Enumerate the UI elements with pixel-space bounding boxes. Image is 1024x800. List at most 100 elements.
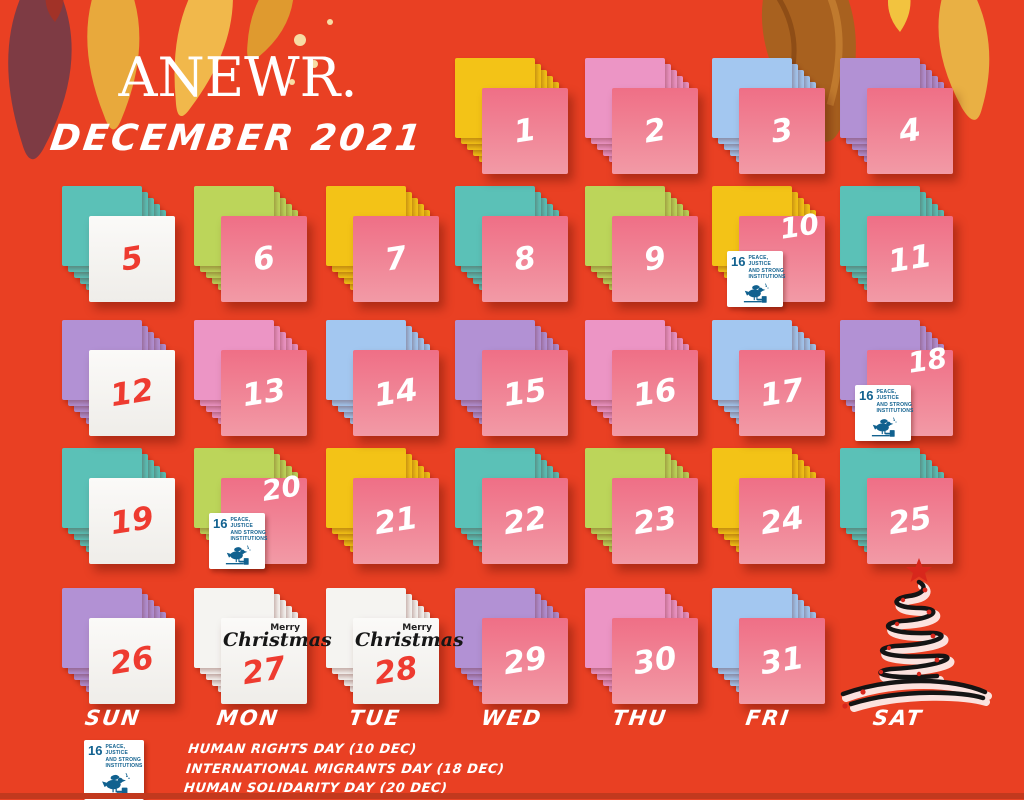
day-cell-15[interactable]: 15 [455, 320, 573, 442]
day-number: 30 [630, 639, 680, 683]
day-cell-6[interactable]: 6 [194, 186, 312, 308]
day-note-25[interactable]: 25 [867, 478, 953, 564]
day-note-22[interactable]: 22 [482, 478, 568, 564]
day-cell-10[interactable]: 10 16 PEACE, JUSTICE AND STRONG INSTITUTIONS [712, 186, 830, 308]
day-note-10[interactable]: 10 16 PEACE, JUSTICE AND STRONG INSTITUTIONS [727, 207, 825, 307]
day-cell-13[interactable]: 13 [194, 320, 312, 442]
day-note-8[interactable]: 8 [482, 216, 568, 302]
sdg16-label: PEACE, JUSTICE AND STRONG INSTITUTIONS [105, 744, 143, 769]
christmas-tree-icon [840, 558, 992, 712]
day-number: 4 [896, 111, 924, 151]
day-note-15[interactable]: 15 [482, 350, 568, 436]
day-note-29[interactable]: 29 [482, 618, 568, 704]
day-number: 3 [768, 111, 796, 151]
day-cell-5[interactable]: 5 [62, 186, 180, 308]
day-note-1[interactable]: 1 [482, 88, 568, 174]
day-note-21[interactable]: 21 [353, 478, 439, 564]
day-note-19[interactable]: 19 [89, 478, 175, 564]
day-cell-22[interactable]: 22 [455, 448, 573, 570]
day-number: 7 [382, 239, 410, 279]
day-number: 29 [500, 639, 550, 683]
day-note-2[interactable]: 2 [612, 88, 698, 174]
day-number: 8 [511, 239, 539, 279]
day-number: 6 [250, 239, 278, 279]
day-cell-25[interactable]: 25 [840, 448, 958, 570]
day-note-31[interactable]: 31 [739, 618, 825, 704]
day-cell-26[interactable]: 26 [62, 588, 180, 710]
day-cell-30[interactable]: 30 [585, 588, 703, 710]
day-number: 23 [630, 499, 680, 543]
sdg16-badge: 16 PEACE, JUSTICE AND STRONG INSTITUTIONS [209, 513, 267, 569]
day-number: 11 [885, 237, 935, 281]
day-cell-19[interactable]: 19 [62, 448, 180, 570]
legend-sdg-slot: 16 PEACE, JUSTICE AND STRONG INSTITUTIONS [84, 740, 144, 800]
day-cell-20[interactable]: 20 16 PEACE, JUSTICE AND STRONG INSTITUTIONS [194, 448, 312, 570]
day-cell-16[interactable]: 16 [585, 320, 703, 442]
day-note-11[interactable]: 11 [867, 216, 953, 302]
day-note-24[interactable]: 24 [739, 478, 825, 564]
day-note-30[interactable]: 30 [612, 618, 698, 704]
day-cell-28[interactable]: Merry Christmas 28 [326, 588, 464, 710]
day-note-16[interactable]: 16 [612, 350, 698, 436]
day-note-26[interactable]: 26 [89, 618, 175, 704]
weekday-label-thu: THU [610, 706, 670, 730]
day-number: 9 [641, 239, 669, 279]
day-cell-14[interactable]: 14 [326, 320, 444, 442]
day-note-6[interactable]: 6 [221, 216, 307, 302]
day-cell-4[interactable]: 4 [840, 58, 958, 180]
day-cell-9[interactable]: 9 [585, 186, 703, 308]
day-note-18[interactable]: 18 16 PEACE, JUSTICE AND STRONG INSTITUTIONS [855, 341, 953, 441]
day-note-4[interactable]: 4 [867, 88, 953, 174]
sdg16-number: 16 [731, 254, 746, 269]
sdg16-label: PEACE, JUSTICE AND STRONG INSTITUTIONS [230, 517, 268, 542]
sdg16-header: 16 PEACE, JUSTICE AND STRONG INSTITUTIONS [213, 517, 267, 542]
day-cell-2[interactable]: 2 [585, 58, 703, 180]
sdg16-number: 16 [859, 388, 874, 403]
day-note-12[interactable]: 12 [89, 350, 175, 436]
day-cell-31[interactable]: 31 [712, 588, 830, 710]
day-cell-17[interactable]: 17 [712, 320, 830, 442]
day-note-14[interactable]: 14 [353, 350, 439, 436]
day-note-9[interactable]: 9 [612, 216, 698, 302]
day-note-5[interactable]: 5 [89, 216, 175, 302]
merry-text: Merry [270, 623, 300, 633]
day-note-13[interactable]: 13 [221, 350, 307, 436]
day-cell-27[interactable]: Merry Christmas 27 [194, 588, 332, 710]
bottom-edge-bar [0, 793, 1024, 799]
merry-text: Merry [402, 623, 432, 633]
day-number: 24 [757, 499, 807, 543]
autumn-leaves-left-icon [8, 0, 333, 160]
day-note-23[interactable]: 23 [612, 478, 698, 564]
day-cell-12[interactable]: 12 [62, 320, 180, 442]
day-note-17[interactable]: 17 [739, 350, 825, 436]
day-note-20[interactable]: 20 16 PEACE, JUSTICE AND STRONG INSTITUTIONS [209, 469, 307, 569]
day-number: 15 [500, 371, 550, 415]
weekday-label-sun: SUN [83, 706, 143, 730]
day-number: 10 [777, 207, 822, 246]
day-cell-11[interactable]: 11 [840, 186, 958, 308]
autumn-leaves-right-icon [762, 0, 990, 142]
day-number: 1 [511, 111, 539, 151]
day-number: 20 [259, 469, 304, 508]
day-cell-23[interactable]: 23 [585, 448, 703, 570]
sdg16-label: PEACE, JUSTICE AND STRONG INSTITUTIONS [876, 389, 914, 414]
sdg16-label: PEACE, JUSTICE AND STRONG INSTITUTIONS [748, 255, 786, 280]
day-cell-24[interactable]: 24 [712, 448, 830, 570]
sdg16-badge: 16 PEACE, JUSTICE AND STRONG INSTITUTIONS [855, 385, 914, 441]
day-number: 18 [905, 341, 950, 380]
day-note-3[interactable]: 3 [739, 88, 825, 174]
day-number: 13 [239, 371, 289, 415]
day-cell-21[interactable]: 21 [326, 448, 444, 570]
day-cell-3[interactable]: 3 [712, 58, 830, 180]
day-note-28[interactable]: Merry Christmas 28 [353, 618, 464, 704]
day-number: 16 [630, 371, 680, 415]
day-cell-8[interactable]: 8 [455, 186, 573, 308]
day-note-27[interactable]: Merry Christmas 27 [221, 618, 332, 704]
day-cell-7[interactable]: 7 [326, 186, 444, 308]
day-cell-18[interactable]: 18 16 PEACE, JUSTICE AND STRONG INSTITUTIONS [840, 320, 958, 442]
day-number: 31 [757, 639, 807, 683]
day-cell-1[interactable]: 1 [455, 58, 573, 180]
christmas-text: Christmas [223, 629, 332, 651]
day-cell-29[interactable]: 29 [455, 588, 573, 710]
day-note-7[interactable]: 7 [353, 216, 439, 302]
